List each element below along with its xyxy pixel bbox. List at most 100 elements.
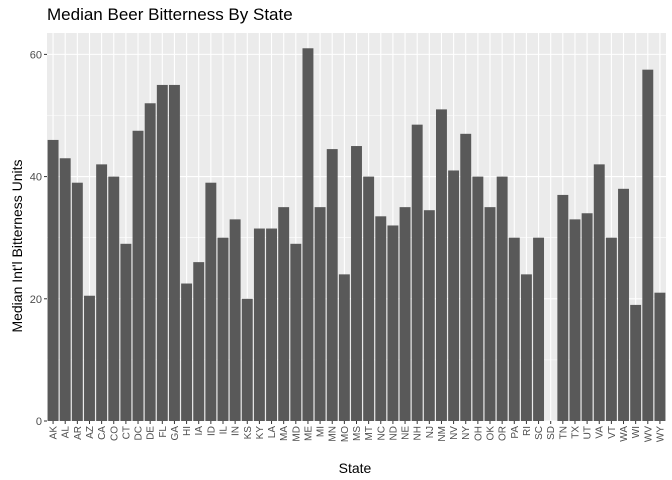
y-axis-label: Median Int'l Bitterness Units: [9, 159, 25, 333]
y-tick-label: 60: [30, 49, 42, 61]
bar-AL: [59, 158, 71, 422]
x-tick-label: NV: [449, 426, 460, 440]
x-tick-label: WI: [631, 426, 642, 438]
bar-MN: [326, 149, 338, 421]
x-tick-label: NH: [413, 426, 424, 440]
x-tick-label: MD: [291, 426, 302, 442]
bar-WA: [618, 188, 629, 421]
x-tick-label: KY: [255, 426, 266, 440]
bar-WY: [654, 292, 666, 421]
x-tick-label: VA: [595, 426, 606, 439]
x-tick-label: NE: [401, 426, 412, 440]
bar-OK: [484, 207, 496, 421]
bar-TX: [569, 219, 581, 421]
x-tick-label: MI: [316, 426, 327, 437]
x-tick-label: TN: [558, 426, 569, 439]
bars: [47, 48, 666, 422]
bar-OH: [472, 176, 484, 421]
x-tick-label: HI: [182, 426, 193, 436]
bar-NM: [435, 109, 447, 421]
x-tick-label: AR: [73, 426, 84, 440]
x-tick-label: GA: [170, 426, 181, 441]
x-tick-label: ID: [206, 426, 217, 436]
bar-RI: [520, 274, 532, 421]
bar-AR: [71, 182, 83, 421]
bar-MS: [351, 146, 362, 421]
bar-MT: [363, 176, 375, 421]
x-tick-label: DC: [134, 426, 145, 440]
bar-NJ: [423, 210, 435, 421]
x-tick-label: WY: [655, 426, 666, 442]
x-tick-label: MA: [279, 426, 290, 441]
bar-CA: [96, 164, 108, 422]
y-tick-label: 0: [36, 416, 42, 428]
x-tick-label: TX: [570, 426, 581, 439]
x-tick-label: IL: [218, 426, 229, 435]
bar-CT: [120, 243, 132, 421]
bar-IA: [193, 262, 205, 421]
x-tick-label: RI: [522, 426, 533, 436]
x-tick-label: IA: [194, 426, 205, 436]
bar-TN: [557, 194, 569, 421]
bar-MD: [290, 243, 302, 421]
bar-ID: [205, 182, 217, 421]
x-tick-label: NM: [437, 426, 448, 442]
bar-VA: [593, 164, 605, 422]
bar-AK: [47, 139, 59, 421]
bar-MO: [338, 274, 350, 421]
bar-WI: [630, 304, 642, 421]
bar-GA: [168, 84, 180, 421]
x-tick-label: WA: [619, 426, 630, 442]
x-tick-label: NC: [376, 426, 387, 440]
bar-CO: [108, 176, 120, 421]
bar-OR: [496, 176, 508, 421]
bar-LA: [266, 228, 278, 421]
bar-NH: [411, 124, 423, 422]
bar-AZ: [84, 295, 95, 421]
x-tick-label: LA: [267, 426, 278, 439]
bar-ME: [302, 48, 314, 422]
x-tick-label: DE: [146, 426, 157, 440]
x-tick-label: VT: [607, 426, 618, 439]
x-tick-label: IN: [231, 426, 242, 436]
x-tick-label: CA: [97, 426, 108, 440]
x-tick-label: ME: [303, 426, 314, 441]
x-tick-label: AZ: [85, 426, 96, 439]
bar-DE: [144, 103, 156, 422]
y-axis-ticks: 0 20 40 60: [30, 49, 47, 428]
x-tick-label: OH: [473, 426, 484, 441]
x-tick-label: CO: [109, 426, 120, 441]
bar-NE: [399, 207, 411, 421]
bar-UT: [581, 213, 593, 421]
x-tick-label: SD: [546, 426, 557, 440]
bar-ND: [387, 225, 399, 421]
x-tick-label: NY: [461, 426, 472, 440]
bar-NV: [448, 170, 460, 421]
bar-VT: [605, 237, 617, 421]
bar-IL: [217, 237, 229, 421]
x-tick-label: UT: [583, 426, 594, 439]
bar-NC: [375, 216, 387, 421]
bar-WV: [642, 69, 654, 422]
x-tick-label: ND: [388, 426, 399, 440]
x-tick-label: FL: [158, 426, 169, 438]
x-axis-ticks: AK AL AR AZ CA CO CT DC DE FL GA HI IA ID IL IN KS KY LA MA…: [49, 421, 666, 442]
chart-title: Median Beer Bitterness By State: [47, 5, 293, 24]
bar-PA: [508, 237, 520, 421]
x-tick-label: MS: [352, 426, 363, 441]
x-tick-label: MT: [364, 426, 375, 440]
y-tick-label: 40: [30, 172, 42, 184]
x-axis-label: State: [338, 460, 372, 476]
bar-SC: [533, 237, 545, 421]
x-tick-label: OR: [498, 426, 509, 441]
x-tick-label: WV: [643, 426, 654, 442]
bar-NY: [460, 133, 472, 421]
bar-HI: [181, 283, 193, 421]
bar-MA: [278, 207, 290, 421]
x-tick-label: AL: [61, 426, 72, 439]
x-tick-label: AK: [49, 426, 60, 440]
x-tick-label: KS: [243, 426, 254, 440]
y-tick-label: 20: [30, 294, 42, 306]
x-tick-label: SC: [534, 426, 545, 440]
